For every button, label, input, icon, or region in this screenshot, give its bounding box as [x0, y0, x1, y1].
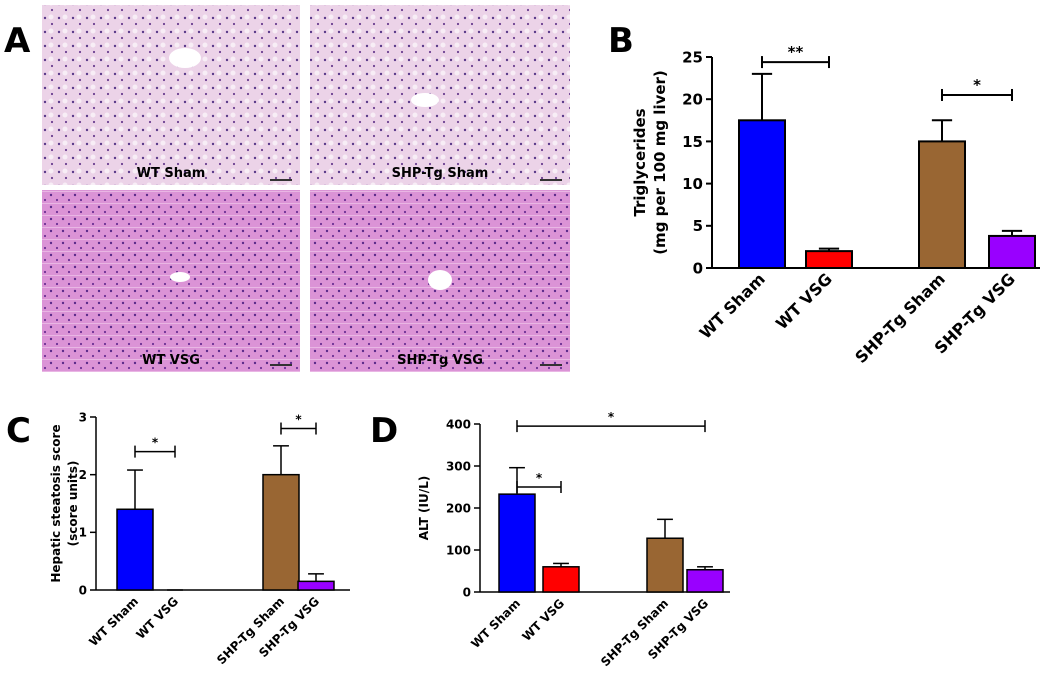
x-tick-label: WT VSG [772, 269, 836, 333]
bar [297, 580, 335, 591]
y-tick-label: 100 [446, 543, 471, 557]
image-label: SHP-Tg Sham [392, 166, 489, 181]
histology-panel: WT Sham SHP-Tg Sham WT VSG SHP-Tg VSG [42, 5, 570, 372]
bar [116, 508, 154, 591]
y-axis-label: (score units) [66, 461, 80, 547]
bar [988, 234, 1036, 269]
significance-label: ** [788, 43, 804, 61]
bar [646, 537, 684, 593]
y-tick-label: 400 [446, 417, 471, 431]
y-tick-label: 10 [682, 175, 703, 193]
y-tick-label: 20 [682, 91, 703, 109]
bar [738, 119, 786, 269]
image-label: WT VSG [142, 353, 200, 368]
panel-letter: C [6, 411, 31, 451]
significance-label: * [295, 413, 302, 427]
y-tick-label: 0 [693, 259, 703, 277]
y-tick-label: 15 [682, 133, 703, 151]
histology-image [310, 5, 570, 185]
vessel [170, 272, 190, 282]
vessel [169, 48, 201, 68]
x-tick-label: WT Sham [86, 594, 141, 649]
bar [498, 493, 536, 593]
y-tick-label: 3 [79, 410, 87, 424]
y-axis-label: Triglycerides [631, 108, 649, 216]
y-tick-label: 25 [682, 48, 703, 66]
y-tick-label: 2 [79, 468, 87, 482]
significance-label: * [973, 76, 981, 94]
bar-chart: 0 1 2 3 Hepatic steatosis score (score units)… [49, 410, 350, 667]
vessel [411, 93, 439, 107]
vessel [428, 270, 452, 290]
bar [686, 568, 724, 593]
y-tick-label: 0 [79, 583, 87, 597]
bar-chart: 0 5 10 15 20 25 Triglycerides (mg per 100 mg li… [631, 43, 1040, 367]
y-tick-label: 5 [693, 217, 703, 235]
bar [805, 250, 853, 269]
y-tick-label: 200 [446, 501, 471, 515]
x-tick-label: WT VSG [133, 594, 181, 642]
x-tick-label: SHP-Tg Sham [851, 269, 949, 367]
panel-letter: A [4, 21, 31, 61]
bar [542, 566, 580, 593]
x-tick-label: WT Sham [468, 596, 523, 651]
x-tick-label: WT Sham [696, 269, 769, 342]
bar [262, 473, 300, 591]
histology-image [42, 190, 300, 372]
y-tick-label: 0 [463, 585, 471, 599]
image-label: WT Sham [137, 166, 206, 181]
bar [918, 140, 966, 269]
x-tick-label: WT VSG [519, 596, 567, 644]
y-axis-label: (mg per 100 mg liver) [651, 70, 669, 255]
histology-image [42, 5, 300, 185]
significance-label: * [608, 410, 615, 424]
panel-letter: D [370, 411, 398, 451]
significance-label: * [536, 471, 543, 485]
panel-letter: B [608, 21, 634, 61]
y-tick-label: 300 [446, 459, 471, 473]
x-tick-label: SHP-Tg Sham [598, 596, 671, 669]
image-label: SHP-Tg VSG [397, 353, 483, 368]
significance-label: * [152, 436, 159, 450]
y-axis-label: Hepatic steatosis score [49, 424, 63, 582]
y-tick-label: 1 [79, 526, 87, 540]
y-axis-label: ALT (IU/L) [417, 476, 431, 541]
